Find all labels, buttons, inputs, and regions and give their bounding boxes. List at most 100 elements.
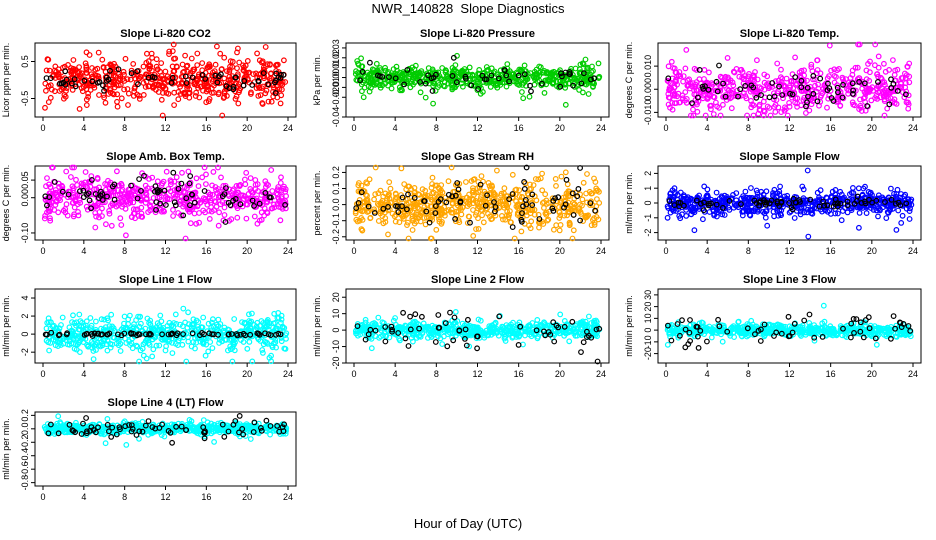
data-point — [536, 63, 543, 70]
data-point — [113, 168, 120, 175]
data-point — [232, 74, 239, 81]
data-point — [742, 188, 749, 195]
data-point — [205, 72, 212, 79]
x-tick-label: 20 — [242, 246, 252, 256]
data-point — [694, 108, 701, 115]
data-point — [241, 67, 248, 74]
data-point — [157, 78, 163, 85]
data-point — [867, 69, 873, 76]
data-point — [665, 94, 672, 101]
data-point — [173, 174, 180, 181]
data-point — [278, 71, 284, 78]
data-point — [444, 72, 451, 79]
data-point — [116, 76, 123, 83]
data-point — [359, 88, 365, 95]
data-point — [117, 73, 124, 80]
data-point — [100, 64, 107, 71]
data-point — [786, 99, 792, 106]
data-point — [70, 57, 77, 63]
data-point — [588, 76, 594, 83]
data-point — [208, 85, 215, 92]
data-point — [373, 60, 380, 67]
data-point — [581, 70, 587, 77]
data-point — [701, 66, 708, 73]
data-point — [368, 345, 375, 352]
data-point — [584, 171, 590, 177]
chart-title: Slope Gas Stream RH — [421, 151, 534, 163]
chart-title: Slope Li-820 Pressure — [420, 28, 535, 40]
chart-title: Slope Line 2 Flow — [431, 274, 524, 286]
data-point — [216, 209, 223, 216]
data-point — [223, 83, 230, 90]
data-point — [225, 77, 232, 83]
data-point — [393, 63, 400, 70]
data-point — [452, 309, 459, 315]
data-point — [485, 66, 492, 73]
data-point — [762, 214, 769, 221]
data-point — [175, 96, 182, 103]
data-point — [193, 220, 200, 227]
data-point — [582, 56, 589, 63]
data-point — [696, 76, 703, 83]
data-point — [899, 212, 906, 219]
data-point — [168, 79, 175, 86]
data-point — [503, 72, 510, 79]
data-point — [548, 71, 554, 77]
data-point — [259, 101, 266, 107]
data-point — [668, 58, 675, 65]
data-point — [199, 71, 206, 78]
data-point — [354, 77, 361, 84]
data-point — [185, 309, 192, 316]
data-point — [204, 64, 211, 71]
x-tick-label: 0 — [663, 123, 668, 133]
data-point — [483, 76, 490, 83]
data-point — [235, 100, 242, 107]
data-point — [210, 168, 217, 175]
data-point — [221, 75, 228, 82]
data-point — [215, 222, 222, 229]
data-point — [850, 184, 856, 191]
data-point — [449, 64, 456, 71]
x-tick-label: 24 — [283, 246, 293, 256]
data-point — [763, 188, 770, 195]
data-point — [143, 50, 150, 57]
y-tick-label: -2 — [643, 229, 653, 237]
data-point — [875, 213, 881, 220]
data-point — [789, 71, 796, 78]
y-tick-label: 0.02 — [331, 49, 341, 67]
y-tick-label: -0.1 — [331, 213, 341, 229]
data-point — [172, 311, 179, 318]
data-point — [122, 232, 129, 239]
data-point — [134, 68, 141, 75]
data-point — [82, 169, 89, 175]
data-point — [277, 74, 284, 81]
data-point — [260, 70, 267, 76]
data-point — [234, 65, 240, 72]
data-point — [212, 61, 219, 68]
data-point — [202, 75, 209, 82]
data-point — [499, 72, 506, 79]
data-point — [45, 56, 52, 63]
data-point — [691, 227, 698, 234]
data-point — [572, 75, 579, 82]
data-point — [680, 78, 686, 85]
data-point — [557, 311, 564, 318]
x-tick-label: 0 — [663, 246, 668, 256]
y-axis-label: ml/min per min. — [1, 295, 11, 357]
data-point — [856, 224, 862, 231]
data-point — [544, 77, 551, 84]
data-point — [120, 68, 127, 75]
data-point — [890, 98, 896, 105]
data-point — [213, 43, 220, 50]
x-tick-label: 0 — [351, 369, 356, 379]
data-point — [243, 169, 250, 176]
data-point — [112, 72, 119, 79]
data-point — [388, 85, 395, 92]
data-point — [277, 217, 284, 224]
y-tick-label: 4 — [20, 296, 30, 301]
x-tick-label: 4 — [81, 123, 86, 133]
data-point — [431, 80, 438, 87]
data-point — [45, 99, 52, 105]
data-point — [883, 215, 890, 222]
